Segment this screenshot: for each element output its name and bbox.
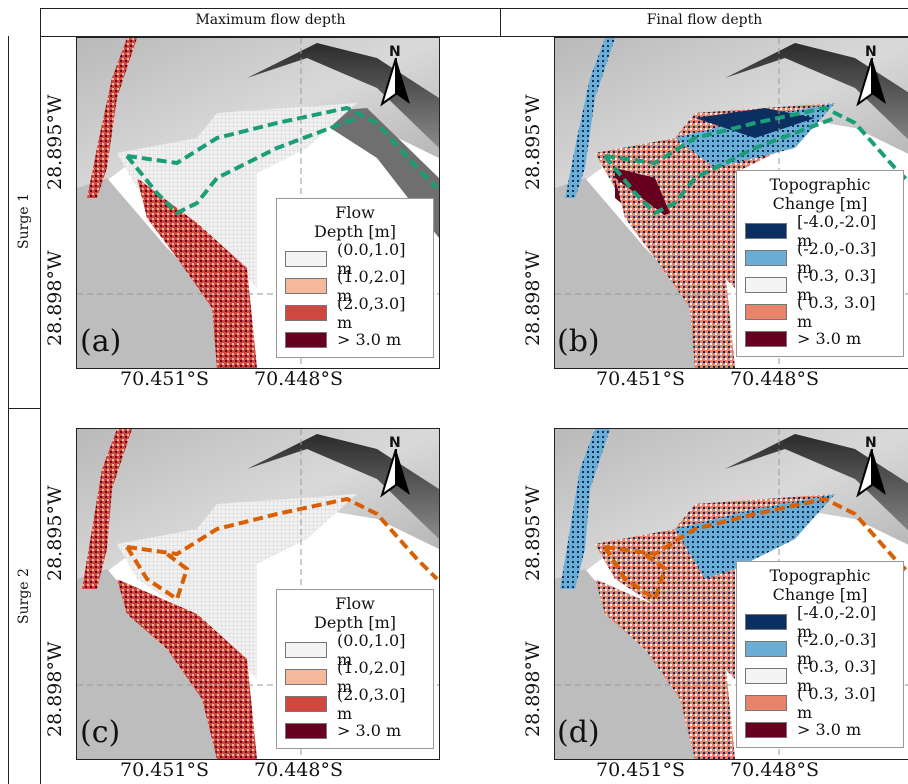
x-tick-label: 70.451°S (120, 368, 209, 390)
terrain-ridge (247, 43, 439, 148)
map-panel-a (76, 37, 440, 369)
x-tick-label: 70.448°S (730, 368, 819, 390)
north-label: N (865, 435, 877, 451)
flow-upper-channel (82, 429, 132, 589)
north-arrow-d: N (852, 435, 892, 498)
panel-label-b: (b) (557, 324, 600, 359)
flow-depth-red-zone (137, 178, 257, 368)
y-tick-label: 28.898°W (44, 250, 66, 346)
y-tick-label: 28.898°W (522, 250, 544, 346)
legend-title: Flow (335, 203, 375, 222)
north-arrow-icon (856, 449, 886, 498)
map-a-canvas (77, 38, 439, 368)
surge2-outline (126, 496, 439, 581)
y-tick-label: 28.895°W (44, 485, 66, 581)
column-header-final: Final flow depth (646, 12, 763, 28)
legend-item: (-0.3, 0.3] m (745, 657, 895, 695)
panel-label-a: (a) (80, 324, 122, 359)
legend-item: ( 0.3, 3.0] m (745, 684, 895, 722)
panel-label-c: (c) (80, 715, 121, 750)
legend-item: (-2.0,-0.3] m (745, 630, 895, 668)
legend-title: Topographic (769, 566, 871, 585)
legend-topo-change-d: Topographic Change [m] [-4.0,-2.0] m (-2.… (736, 561, 904, 748)
legend-item: > 3.0 m (745, 325, 895, 352)
legend-item: (2.0,3.0] m (285, 685, 425, 723)
legend-item: [-4.0,-2.0] m (745, 603, 895, 641)
rowlabel-right-border (40, 36, 41, 784)
x-tick-label: 70.451°S (596, 368, 685, 390)
column-header-maximum: Maximum flow depth (195, 12, 346, 28)
legend-item: (-0.3, 0.3] m (745, 266, 895, 304)
north-arrow-a: N (376, 44, 416, 107)
x-tick-label: 70.448°S (730, 759, 819, 781)
y-tick-label: 28.898°W (44, 641, 66, 737)
header-left-border (40, 8, 41, 37)
header-top-border (40, 8, 908, 9)
legend-title: Topographic (769, 175, 871, 194)
flow-depth-red-zone (117, 579, 257, 759)
legend-item: ( 0.3, 3.0] m (745, 293, 895, 331)
row-label-surge1: Surge 1 (16, 193, 32, 249)
legend-item: (-2.0,-0.3] m (745, 239, 895, 277)
y-tick-label: 28.898°W (522, 641, 544, 737)
flow-depth-light-zone (117, 494, 357, 679)
north-arrow-b: N (852, 44, 892, 107)
legend-flow-depth-c: Flow Depth [m] (0.0,1.0] m (1.0,2.0] m (2… (276, 589, 434, 749)
legend-item: (0.0,1.0] m (285, 631, 425, 669)
y-tick-label: 28.895°W (522, 485, 544, 581)
topo-upper-channel (560, 429, 610, 589)
x-tick-label: 70.451°S (596, 759, 685, 781)
topo-erosion-zone (675, 494, 835, 579)
legend-title: Flow (335, 594, 375, 613)
rowlabel-left-border (8, 36, 9, 784)
surge2-outline-inner (125, 545, 190, 603)
north-label: N (389, 44, 401, 60)
row-label-surge2: Surge 2 (16, 568, 32, 624)
panel-label-d: (d) (557, 715, 600, 750)
terrain-west-slope (77, 178, 227, 368)
legend-title: Change [m] (772, 585, 868, 604)
legend-title: Change [m] (772, 194, 868, 213)
flow-depth-light-zone (117, 103, 357, 288)
north-label: N (389, 435, 401, 451)
legend-item: > 3.0 m (285, 326, 425, 353)
legend-title: Depth [m] (313, 222, 396, 241)
legend-item: [-4.0,-2.0] m (745, 212, 895, 250)
surge1-outline-inner (125, 116, 358, 216)
legend-topo-change-b: Topographic Change [m] [-4.0,-2.0] m (-2.… (736, 170, 904, 357)
legend-item: (1.0,2.0] m (285, 658, 425, 696)
header-bottom-border (40, 36, 908, 37)
legend-item: (0.0,1.0] m (285, 240, 425, 278)
legend-item: (2.0,3.0] m (285, 294, 425, 332)
legend-item: > 3.0 m (285, 717, 425, 744)
x-tick-label: 70.448°S (254, 759, 343, 781)
header-divider (500, 8, 501, 37)
legend-item: > 3.0 m (745, 716, 895, 743)
north-arrow-c: N (376, 435, 416, 498)
y-tick-label: 28.895°W (522, 94, 544, 190)
north-arrow-icon (380, 449, 410, 498)
north-label: N (865, 44, 877, 60)
rowlabel-divider (8, 408, 41, 409)
y-tick-label: 28.895°W (44, 94, 66, 190)
legend-item: (1.0,2.0] m (285, 267, 425, 305)
flow-upper-channel (87, 38, 137, 198)
legend-title: Depth [m] (313, 613, 396, 632)
north-arrow-icon (380, 58, 410, 107)
x-tick-label: 70.448°S (254, 368, 343, 390)
x-tick-label: 70.451°S (120, 759, 209, 781)
north-arrow-icon (856, 58, 886, 107)
legend-flow-depth-a: Flow Depth [m] (0.0,1.0] m (1.0,2.0] m (2… (276, 198, 434, 358)
topo-upper-channel (565, 38, 615, 198)
surge1-outline (126, 105, 439, 190)
